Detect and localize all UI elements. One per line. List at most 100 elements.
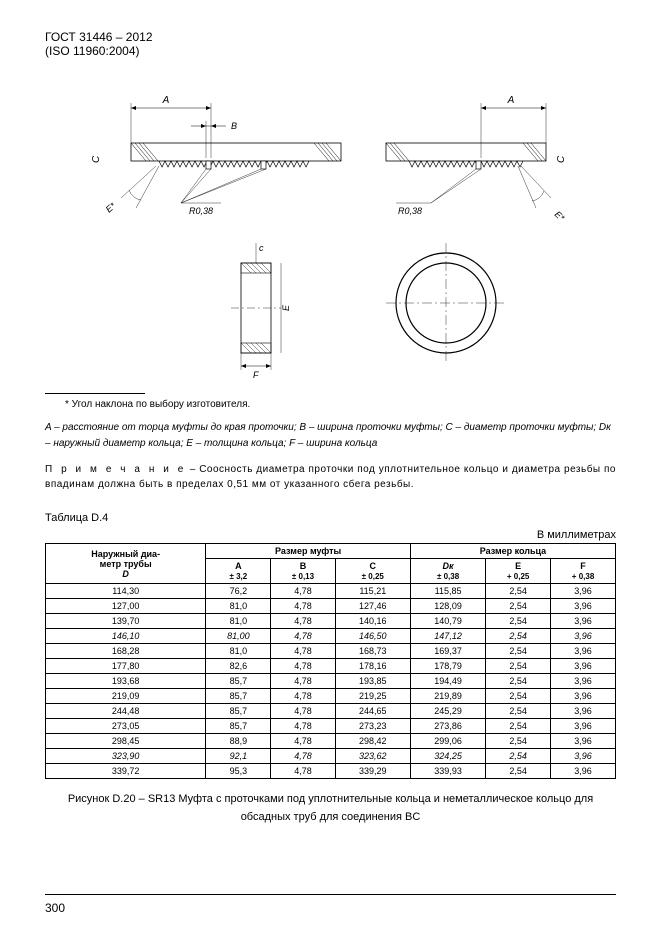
table-row: 273,0585,74,78273,23273,862,543,96 [46,719,616,734]
table-cell: 114,30 [46,584,206,599]
table-cell: 140,16 [335,614,410,629]
table-cell: 4,78 [271,719,335,734]
table-cell: 273,86 [410,719,485,734]
table-row: 127,0081,04,78127,46128,092,543,96 [46,599,616,614]
table-cell: 3,96 [551,764,616,779]
table-cell: 2,54 [486,659,551,674]
coupling-diagram: A B R0,38 E* C [91,78,571,378]
table-cell: 3,96 [551,719,616,734]
dimension-legend: A – расстояние от торца муфты до края пр… [45,420,616,452]
table-cell: 339,72 [46,764,206,779]
table-cell: 4,78 [271,599,335,614]
table-cell: 3,96 [551,614,616,629]
table-cell: 4,78 [271,614,335,629]
table-cell: 128,09 [410,599,485,614]
table-label: Таблица D.4 [45,512,616,524]
table-cell: 339,29 [335,764,410,779]
table-cell: 3,96 [551,689,616,704]
table-cell: 168,73 [335,644,410,659]
note-label: П р и м е ч а н и е [45,464,186,475]
table-cell: 4,78 [271,659,335,674]
svg-text:E*: E* [552,209,566,223]
iso-reference: (ISO 11960:2004) [45,44,616,58]
table-cell: 2,54 [486,689,551,704]
table-cell: 140,79 [410,614,485,629]
table-cell: 2,54 [486,584,551,599]
table-cell: 115,85 [410,584,485,599]
col-header-D: Наружный диа- метр трубы D [46,544,206,584]
table-cell: 127,46 [335,599,410,614]
svg-text:C: C [91,155,102,163]
table-cell: 2,54 [486,674,551,689]
table-cell: 323,90 [46,749,206,764]
technical-diagram: A B R0,38 E* C [45,73,616,383]
table-cell: 244,65 [335,704,410,719]
units-label: В миллиметрах [45,529,616,541]
table-cell: 3,96 [551,749,616,764]
table-cell: 339,93 [410,764,485,779]
table-cell: 81,0 [206,599,271,614]
table-cell: 85,7 [206,674,271,689]
footnote-text: * Угол наклона по выбору изготовителя. [65,399,616,410]
table-cell: 4,78 [271,674,335,689]
table-cell: 3,96 [551,704,616,719]
table-cell: 4,78 [271,644,335,659]
table-cell: 2,54 [486,719,551,734]
svg-text:F: F [253,370,259,378]
table-row: 146,1081,004,78146,50147,122,543,96 [46,629,616,644]
table-cell: 2,54 [486,749,551,764]
table-cell: 81,0 [206,644,271,659]
svg-text:E: E [281,304,291,311]
table-cell: 219,25 [335,689,410,704]
table-cell: 85,7 [206,704,271,719]
table-row: 298,4588,94,78298,42299,062,543,96 [46,734,616,749]
table-cell: 95,3 [206,764,271,779]
table-cell: 146,10 [46,629,206,644]
table-cell: 168,28 [46,644,206,659]
svg-text:A: A [161,95,169,106]
table-cell: 298,42 [335,734,410,749]
table-cell: 4,78 [271,749,335,764]
table-cell: 2,54 [486,734,551,749]
table-cell: 245,29 [410,704,485,719]
svg-text:B: B [231,121,237,131]
svg-text:c: c [259,243,264,253]
table-cell: 115,21 [335,584,410,599]
col-header-F: F+ 0,38 [551,559,616,584]
table-cell: 169,37 [410,644,485,659]
col-group-ring: Размер кольца [410,544,615,559]
table-row: 323,9092,14,78323,62324,252,543,96 [46,749,616,764]
table-cell: 178,79 [410,659,485,674]
table-cell: 2,54 [486,704,551,719]
table-cell: 178,16 [335,659,410,674]
figure-caption: Рисунок D.20 – SR13 Муфта с проточками п… [45,791,616,826]
table-cell: 273,05 [46,719,206,734]
table-cell: 3,96 [551,674,616,689]
table-cell: 127,00 [46,599,206,614]
table-row: 244,4885,74,78244,65245,292,543,96 [46,704,616,719]
table-cell: 2,54 [486,599,551,614]
table-cell: 139,70 [46,614,206,629]
table-cell: 4,78 [271,689,335,704]
col-header-A: A± 3,2 [206,559,271,584]
table-cell: 298,45 [46,734,206,749]
table-cell: 85,7 [206,689,271,704]
page-footer-rule [45,894,616,895]
table-row: 339,7295,34,78339,29339,932,543,96 [46,764,616,779]
table-row: 193,6885,74,78193,85194,492,543,96 [46,674,616,689]
table-cell: 81,00 [206,629,271,644]
table-cell: 4,78 [271,764,335,779]
svg-text:A: A [506,95,514,106]
table-row: 177,8082,64,78178,16178,792,543,96 [46,659,616,674]
table-body: 114,3076,24,78115,21115,852,543,96127,00… [46,584,616,779]
table-row: 139,7081,04,78140,16140,792,543,96 [46,614,616,629]
col-header-B: B± 0,13 [271,559,335,584]
table-cell: 3,96 [551,644,616,659]
footnote-separator [45,393,145,394]
table-cell: 219,09 [46,689,206,704]
table-cell: 177,80 [46,659,206,674]
table-cell: 3,96 [551,599,616,614]
col-header-Dk: Dк± 0,38 [410,559,485,584]
table-cell: 85,7 [206,719,271,734]
svg-text:E*: E* [103,200,117,214]
